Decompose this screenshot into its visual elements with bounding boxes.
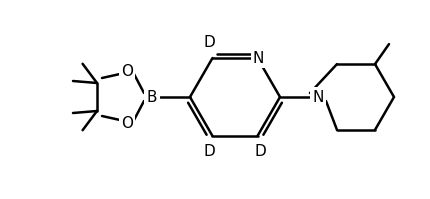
- Text: D: D: [255, 144, 266, 159]
- Text: O: O: [121, 115, 133, 131]
- Text: O: O: [121, 63, 133, 78]
- Text: N: N: [253, 51, 264, 65]
- Text: D: D: [204, 144, 215, 159]
- Text: N: N: [312, 90, 324, 104]
- Text: D: D: [204, 35, 215, 50]
- Text: B: B: [147, 90, 157, 104]
